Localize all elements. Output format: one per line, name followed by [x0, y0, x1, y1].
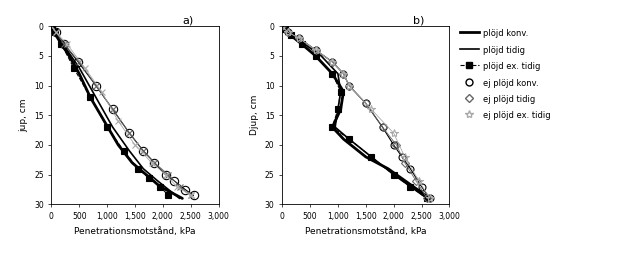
X-axis label: Penetrationsmotstånd, kPa: Penetrationsmotstånd, kPa: [305, 227, 426, 236]
Y-axis label: Djup, cm: Djup, cm: [250, 95, 259, 135]
Y-axis label: jup, cm: jup, cm: [19, 99, 28, 132]
Legend: plöjd konv., plöjd tidig, plöjd ex. tidig, ej plöjd konv., ej plöjd tidig, ej pl: plöjd konv., plöjd tidig, plöjd ex. tidi…: [458, 27, 552, 122]
Text: a): a): [182, 15, 193, 25]
Text: b): b): [413, 15, 424, 25]
X-axis label: Penetrationsmotstånd, kPa: Penetrationsmotstånd, kPa: [74, 227, 196, 236]
